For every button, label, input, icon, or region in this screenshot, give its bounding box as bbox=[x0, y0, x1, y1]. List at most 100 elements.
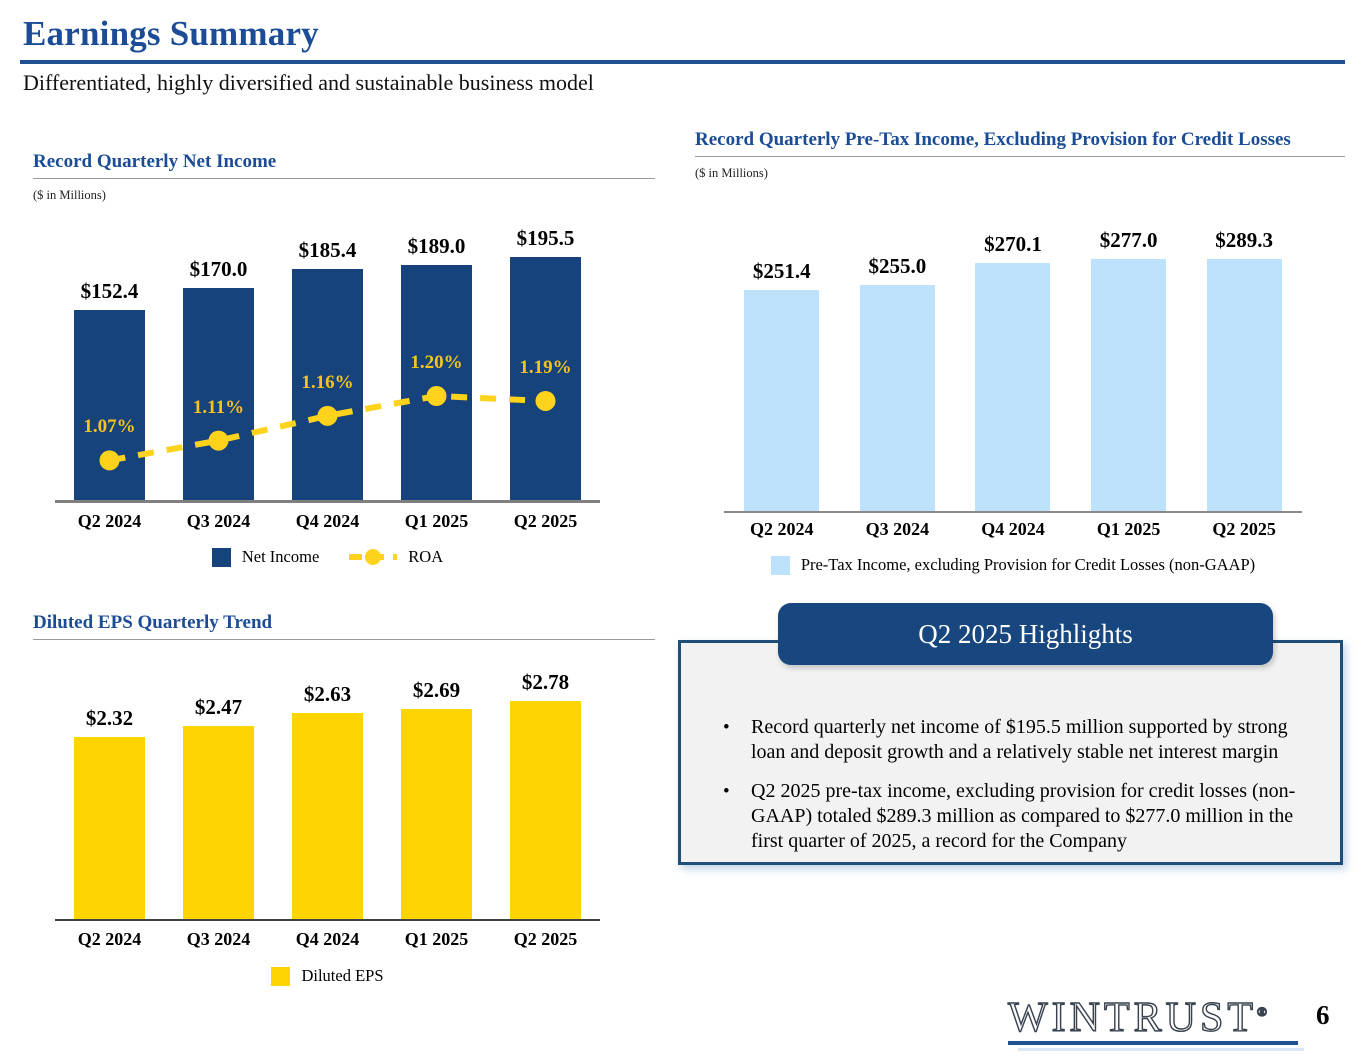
x-axis-label: Q1 2025 bbox=[1096, 519, 1161, 539]
x-axis-label: Q3 2024 bbox=[186, 511, 251, 531]
bar bbox=[1091, 259, 1167, 511]
highlights-bullet: Q2 2025 pre-tax income, excluding provis… bbox=[719, 779, 1319, 854]
roa-value-label: 1.19% bbox=[519, 356, 572, 378]
x-axis-label: Q4 2024 bbox=[981, 519, 1045, 539]
legend-label: Diluted EPS bbox=[301, 966, 384, 985]
bar-column: $152.4 bbox=[55, 195, 164, 500]
registered-mark: ® bbox=[1256, 1003, 1267, 1019]
logo-underline-echo bbox=[1018, 1048, 1304, 1051]
wintrust-logo-text: WINTRUST® bbox=[1007, 995, 1267, 1041]
chart-units-note: ($ in Millions) bbox=[33, 188, 106, 202]
bar-value-label: $251.4 bbox=[752, 259, 811, 283]
chart-title: Record Quarterly Net Income bbox=[33, 150, 655, 179]
eps-legend: Diluted EPS bbox=[55, 966, 600, 986]
logo-underline bbox=[1008, 1041, 1298, 1045]
bars-area: $2.32 $2.47 $2.63 $2.69 $2.78 bbox=[55, 660, 600, 919]
bar-value-label: $189.0 bbox=[407, 234, 466, 258]
bar-column: $185.4 bbox=[273, 195, 382, 500]
bar bbox=[744, 290, 820, 511]
bar-value-label: $270.1 bbox=[984, 232, 1042, 256]
bar bbox=[74, 310, 145, 500]
bar bbox=[183, 288, 254, 500]
bar-column: $251.4 bbox=[724, 228, 840, 511]
x-axis-labels: Q2 2024 Q3 2024 Q4 2024 Q1 2025 Q2 2025 bbox=[55, 511, 600, 532]
bar bbox=[859, 285, 935, 511]
net-income-swatch-icon bbox=[211, 547, 231, 567]
bar bbox=[1206, 259, 1282, 511]
roa-value-label: 1.16% bbox=[301, 371, 354, 393]
wintrust-logo: WINTRUST® bbox=[1007, 992, 1304, 1051]
roa-value-label: 1.11% bbox=[192, 396, 245, 418]
legend-item-roa: ROA bbox=[349, 547, 443, 567]
x-axis-label: Q1 2025 bbox=[404, 511, 469, 531]
x-axis-label: Q2 2025 bbox=[513, 511, 578, 531]
eps-swatch-icon bbox=[271, 966, 291, 986]
x-axis-label: Q3 2024 bbox=[186, 929, 251, 949]
bar-value-label: $2.32 bbox=[85, 706, 134, 730]
x-axis-label: Q2 2025 bbox=[1212, 519, 1276, 539]
bar-value-label: $289.3 bbox=[1215, 228, 1274, 252]
highlights-bullet-list: Record quarterly net income of $195.5 mi… bbox=[719, 715, 1319, 868]
legend-item-pretax-income: Pre-Tax Income, excluding Provision for … bbox=[770, 555, 1256, 575]
pretax-income-chart: Record Quarterly Pre-Tax Income, Excludi… bbox=[695, 128, 1345, 588]
chart-title: Record Quarterly Pre-Tax Income, Excludi… bbox=[695, 128, 1345, 157]
x-axis-label: Q2 2024 bbox=[77, 511, 142, 531]
highlights-header: Q2 2025 Highlights bbox=[778, 603, 1273, 665]
x-axis-label: Q4 2024 bbox=[295, 929, 360, 949]
pretax-income-legend: Pre-Tax Income, excluding Provision for … bbox=[724, 555, 1302, 575]
bar-column: $289.3 bbox=[1186, 228, 1302, 511]
bar bbox=[975, 263, 1051, 511]
eps-plot: $2.32 $2.47 $2.63 $2.69 $2.78 bbox=[55, 660, 600, 921]
bar-value-label: $195.5 bbox=[516, 226, 575, 250]
legend-item-net-income: Net Income bbox=[211, 547, 320, 567]
page-subtitle: Differentiated, highly diversified and s… bbox=[23, 70, 594, 95]
bar-value-label: $277.0 bbox=[1099, 228, 1158, 252]
bar-column: $2.63 bbox=[273, 660, 382, 919]
legend-label: Net Income bbox=[241, 547, 320, 566]
bars-area: $251.4 $255.0 $270.1 $277.0 $289.3 bbox=[724, 228, 1302, 511]
bar-value-label: $152.4 bbox=[80, 279, 139, 303]
roa-value-label: 1.20% bbox=[410, 352, 463, 374]
highlights-bullet: Record quarterly net income of $195.5 mi… bbox=[719, 715, 1319, 765]
bar-column: $170.0 bbox=[164, 195, 273, 500]
x-axis-label: Q3 2024 bbox=[865, 519, 930, 539]
bar bbox=[401, 709, 472, 919]
bar-value-label: $2.63 bbox=[303, 682, 352, 706]
bar-value-label: $185.4 bbox=[298, 238, 357, 262]
x-axis-label: Q1 2025 bbox=[404, 929, 469, 949]
bar-column: $2.47 bbox=[164, 660, 273, 919]
bar bbox=[74, 737, 145, 919]
eps-chart: Diluted EPS Quarterly Trend $2.32 $2.47 $2… bbox=[33, 611, 655, 1011]
bar-column: $2.32 bbox=[55, 660, 164, 919]
bar bbox=[292, 713, 363, 919]
bar-value-label: $2.47 bbox=[194, 695, 243, 719]
pretax-income-plot: $251.4 $255.0 $270.1 $277.0 $289.3 bbox=[724, 228, 1302, 513]
legend-label: ROA bbox=[408, 547, 444, 566]
bar-value-label: $255.0 bbox=[868, 254, 927, 278]
net-income-chart: Record Quarterly Net Income ($ in Millio… bbox=[33, 150, 655, 580]
bar-column: $270.1 bbox=[955, 228, 1071, 511]
x-axis-labels: Q2 2024 Q3 2024 Q4 2024 Q1 2025 Q2 2025 bbox=[724, 519, 1302, 540]
bar-column: $277.0 bbox=[1071, 228, 1187, 511]
legend-label: Pre-Tax Income, excluding Provision for … bbox=[800, 555, 1256, 574]
legend-item-eps: Diluted EPS bbox=[271, 966, 384, 986]
chart-units-note: ($ in Millions) bbox=[695, 166, 768, 180]
x-axis-labels: Q2 2024 Q3 2024 Q4 2024 Q1 2025 Q2 2025 bbox=[55, 929, 600, 950]
page-title: Earnings Summary bbox=[23, 14, 319, 53]
bar-column: $255.0 bbox=[840, 228, 956, 511]
highlights-panel: Record quarterly net income of $195.5 mi… bbox=[678, 603, 1343, 865]
net-income-plot: $152.4 $170.0 $185.4 $189.0 $195.5 1.07% 1.11… bbox=[55, 195, 600, 503]
bar bbox=[401, 265, 472, 500]
roa-line-icon bbox=[349, 549, 398, 565]
bars-area: $152.4 $170.0 $185.4 $189.0 $195.5 bbox=[55, 195, 600, 500]
page-number: 6 bbox=[1316, 1000, 1330, 1030]
net-income-legend: Net Income ROA bbox=[55, 547, 600, 567]
x-axis-label: Q2 2024 bbox=[77, 929, 142, 949]
bar bbox=[510, 701, 581, 919]
x-axis-label: Q4 2024 bbox=[295, 511, 360, 531]
chart-title: Diluted EPS Quarterly Trend bbox=[33, 611, 655, 640]
title-rule bbox=[20, 60, 1345, 64]
bar-column: $195.5 bbox=[491, 195, 600, 500]
bar bbox=[183, 726, 254, 919]
